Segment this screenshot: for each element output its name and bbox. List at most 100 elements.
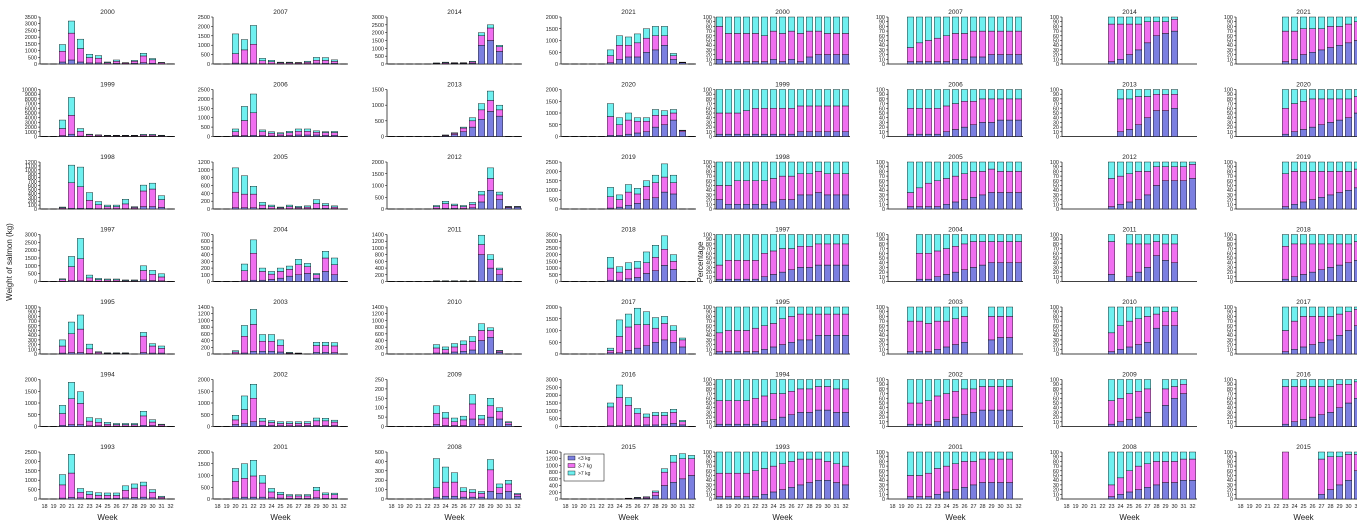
week-tick-label: 30 [1345, 504, 1351, 510]
bar-mid [988, 99, 994, 123]
bar-gt7 [1291, 380, 1297, 387]
bar-gt7 [433, 406, 439, 414]
bar-lt3 [952, 490, 958, 499]
bar-mid [149, 492, 155, 498]
bar-lt3 [1336, 120, 1342, 136]
y-tick-label: 600 [549, 477, 558, 483]
week-tick-label: 30 [997, 504, 1003, 510]
bar-lt3 [761, 494, 767, 499]
bar-gt7 [943, 380, 949, 394]
bar-mid [241, 50, 247, 63]
bar-lt3 [907, 352, 913, 354]
bar-lt3 [1345, 118, 1351, 137]
bar-mid [304, 423, 310, 425]
subchart-title: 2012 [1122, 154, 1137, 161]
bar-mid [1318, 171, 1324, 197]
bar-gt7 [833, 235, 839, 244]
bar-mid [59, 346, 65, 353]
bar-lt3 [469, 127, 475, 136]
bar-gt7 [725, 380, 731, 401]
bar-lt3 [1144, 43, 1150, 64]
bar-lt3 [140, 207, 146, 209]
bar-gt7 [113, 423, 119, 424]
bar-lt3 [797, 412, 803, 426]
bar-lt3 [616, 280, 622, 281]
bar-gt7 [295, 206, 301, 207]
bar-gt7 [1336, 162, 1342, 171]
bar-gt7 [277, 422, 283, 424]
bar-gt7 [1117, 452, 1123, 478]
bar-gt7 [925, 235, 931, 254]
y-tick-label: 0 [555, 280, 558, 286]
bar-mid [250, 324, 256, 351]
bar-gt7 [842, 452, 848, 466]
bar-gt7 [734, 90, 740, 114]
bar-lt3 [761, 204, 767, 209]
bar-gt7 [925, 162, 931, 183]
bar-lt3 [806, 267, 812, 281]
bar-lt3 [934, 277, 940, 282]
legend-swatch [568, 464, 575, 468]
bar-mid [916, 321, 922, 352]
bar-lt3 [652, 342, 658, 354]
y-tick-label: 1500 [372, 172, 384, 178]
bar-lt3 [478, 425, 484, 427]
y-tick-label: 200 [201, 199, 210, 205]
y-tick-label: 1500 [546, 259, 558, 265]
bar-mid [104, 424, 110, 426]
y-tick-label: 500 [201, 53, 210, 59]
bar-lt3 [1117, 132, 1123, 137]
bar-gt7 [916, 380, 922, 404]
bar-mid [1282, 331, 1288, 352]
bar-lt3 [1282, 352, 1288, 354]
bar-lt3 [725, 204, 731, 209]
bar-mid [487, 406, 493, 417]
bar-lt3 [1126, 347, 1132, 354]
bar-gt7 [322, 493, 328, 495]
bar-lt3 [1327, 412, 1333, 426]
bar-lt3 [1345, 331, 1351, 355]
bar-lt3 [1162, 181, 1168, 209]
y-tick-label: 1000 [372, 318, 384, 324]
bar-mid [997, 171, 1003, 192]
bar-gt7 [824, 17, 830, 33]
bar-gt7 [158, 196, 164, 200]
bar-gt7 [250, 384, 256, 398]
week-tick-label: 30 [496, 504, 502, 510]
y-tick-label: 500 [549, 123, 558, 129]
bar-gt7 [496, 408, 502, 412]
bar-mid [1282, 108, 1288, 134]
bar-lt3 [925, 352, 931, 354]
y-tick-label: 1200 [372, 239, 384, 245]
bar-gt7 [487, 460, 493, 470]
bar-lt3 [952, 129, 958, 136]
bar-gt7 [643, 29, 649, 38]
bar-gt7 [1189, 452, 1195, 459]
bar-lt3 [616, 59, 622, 64]
bar-lt3 [833, 55, 839, 64]
bar-lt3 [815, 55, 821, 64]
bar-mid [1291, 171, 1297, 204]
bar-mid [313, 132, 319, 135]
bar-mid [1162, 22, 1168, 34]
subchart-title: 2004 [948, 227, 963, 234]
bar-gt7 [670, 409, 676, 412]
bar-gt7 [734, 307, 740, 331]
bar-mid [925, 323, 931, 351]
legend-swatch [568, 471, 575, 475]
bar-mid [1126, 244, 1132, 277]
bar-gt7 [250, 25, 256, 44]
bar-gt7 [232, 34, 238, 54]
bar-lt3 [925, 134, 931, 136]
bar-gt7 [259, 335, 265, 342]
y-tick-label: 1000 [25, 478, 37, 484]
y-tick-label: 800 [201, 325, 210, 331]
